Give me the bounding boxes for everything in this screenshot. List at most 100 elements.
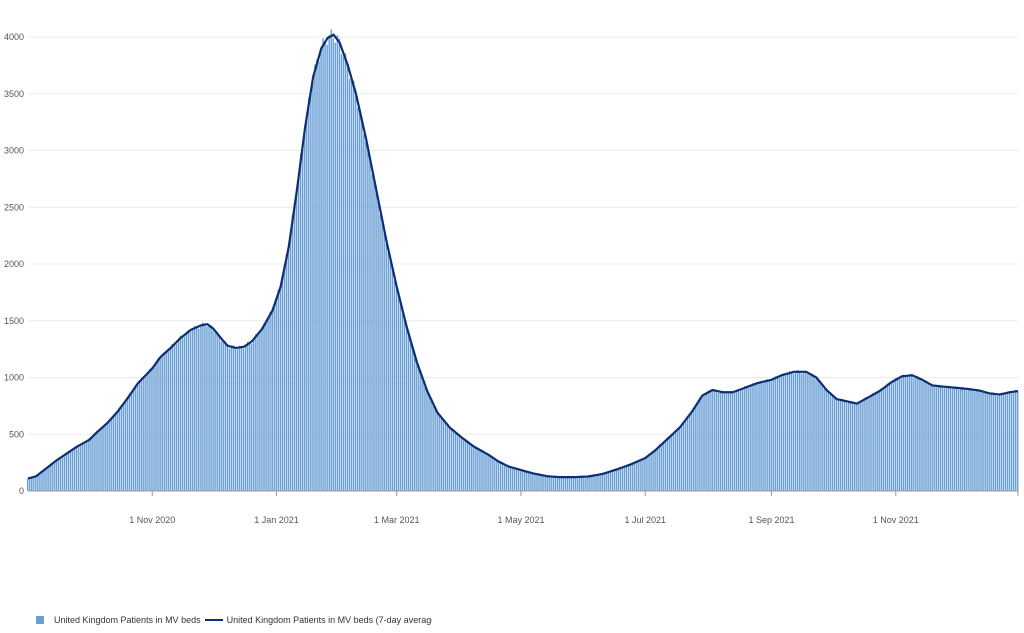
bar[interactable]: [326, 44, 328, 492]
bar[interactable]: [45, 468, 47, 491]
bar[interactable]: [295, 194, 298, 491]
bar[interactable]: [957, 389, 960, 491]
bar[interactable]: [638, 460, 640, 491]
bar[interactable]: [792, 373, 795, 491]
bar[interactable]: [242, 348, 245, 491]
bar[interactable]: [259, 333, 261, 491]
bar[interactable]: [591, 475, 593, 491]
bar[interactable]: [961, 387, 964, 491]
bar[interactable]: [986, 392, 988, 491]
bar[interactable]: [845, 402, 848, 491]
bar[interactable]: [426, 390, 428, 491]
bar[interactable]: [634, 462, 636, 491]
bar[interactable]: [1008, 391, 1011, 491]
bar[interactable]: [568, 477, 571, 491]
bar[interactable]: [574, 477, 577, 491]
bar[interactable]: [868, 398, 870, 491]
bar[interactable]: [774, 376, 777, 491]
bar[interactable]: [762, 383, 764, 491]
bar[interactable]: [992, 392, 994, 491]
bar[interactable]: [169, 348, 172, 491]
bar[interactable]: [196, 326, 198, 491]
bar[interactable]: [770, 381, 772, 491]
bar[interactable]: [363, 134, 365, 491]
bar[interactable]: [395, 287, 398, 491]
bar[interactable]: [660, 443, 662, 491]
bar[interactable]: [964, 388, 966, 491]
bar[interactable]: [43, 469, 45, 491]
bar[interactable]: [371, 174, 373, 492]
bar[interactable]: [424, 387, 426, 491]
bar[interactable]: [499, 462, 502, 491]
bar[interactable]: [405, 325, 408, 491]
bar[interactable]: [377, 201, 379, 491]
bar[interactable]: [287, 249, 290, 491]
bar[interactable]: [825, 389, 827, 491]
bar[interactable]: [246, 341, 249, 491]
bar[interactable]: [945, 386, 948, 491]
bar[interactable]: [966, 390, 968, 491]
bar[interactable]: [780, 374, 783, 491]
bar[interactable]: [727, 391, 730, 491]
bar[interactable]: [509, 466, 512, 491]
bar[interactable]: [440, 418, 442, 491]
bar[interactable]: [939, 384, 942, 491]
bar[interactable]: [735, 389, 738, 491]
bar[interactable]: [805, 370, 807, 491]
bar[interactable]: [102, 426, 104, 491]
bar[interactable]: [1004, 394, 1007, 491]
bar[interactable]: [263, 323, 265, 491]
bar[interactable]: [550, 476, 552, 491]
bar[interactable]: [163, 351, 165, 491]
bar[interactable]: [894, 378, 897, 491]
bar[interactable]: [880, 388, 882, 491]
bar[interactable]: [63, 455, 66, 491]
bar[interactable]: [236, 349, 239, 491]
bar[interactable]: [729, 391, 732, 491]
bar[interactable]: [122, 404, 125, 491]
bar[interactable]: [401, 313, 404, 491]
bar[interactable]: [513, 468, 516, 491]
bar[interactable]: [890, 383, 893, 491]
bar[interactable]: [35, 476, 37, 491]
bar[interactable]: [711, 390, 713, 491]
bar[interactable]: [277, 289, 279, 491]
bar[interactable]: [361, 117, 363, 491]
bar[interactable]: [581, 476, 583, 491]
bar[interactable]: [471, 445, 473, 491]
bar[interactable]: [558, 477, 561, 491]
bar[interactable]: [778, 377, 781, 491]
bar[interactable]: [788, 371, 791, 491]
bar[interactable]: [442, 419, 444, 491]
bar[interactable]: [145, 376, 147, 491]
bar[interactable]: [737, 389, 740, 491]
bar[interactable]: [124, 400, 127, 491]
bar[interactable]: [511, 467, 514, 491]
bar[interactable]: [116, 412, 119, 491]
bar[interactable]: [658, 446, 660, 491]
bar[interactable]: [754, 384, 756, 491]
bar[interactable]: [393, 280, 396, 491]
bar[interactable]: [870, 395, 872, 491]
bar[interactable]: [856, 402, 858, 491]
bar[interactable]: [715, 390, 717, 491]
bar[interactable]: [817, 380, 819, 491]
bar[interactable]: [110, 417, 112, 491]
bar[interactable]: [646, 455, 648, 491]
bar[interactable]: [931, 384, 933, 491]
bar[interactable]: [611, 470, 614, 491]
bar[interactable]: [230, 346, 233, 491]
bar[interactable]: [854, 404, 856, 491]
bar[interactable]: [212, 330, 214, 491]
bar[interactable]: [324, 41, 326, 491]
bar[interactable]: [878, 390, 880, 491]
bar[interactable]: [299, 154, 302, 492]
bar[interactable]: [312, 81, 314, 491]
bar[interactable]: [41, 471, 43, 491]
bar[interactable]: [994, 394, 997, 491]
bar[interactable]: [373, 180, 375, 491]
bar[interactable]: [157, 358, 159, 491]
bar[interactable]: [332, 38, 334, 491]
bar[interactable]: [454, 433, 457, 491]
bar[interactable]: [194, 325, 196, 491]
